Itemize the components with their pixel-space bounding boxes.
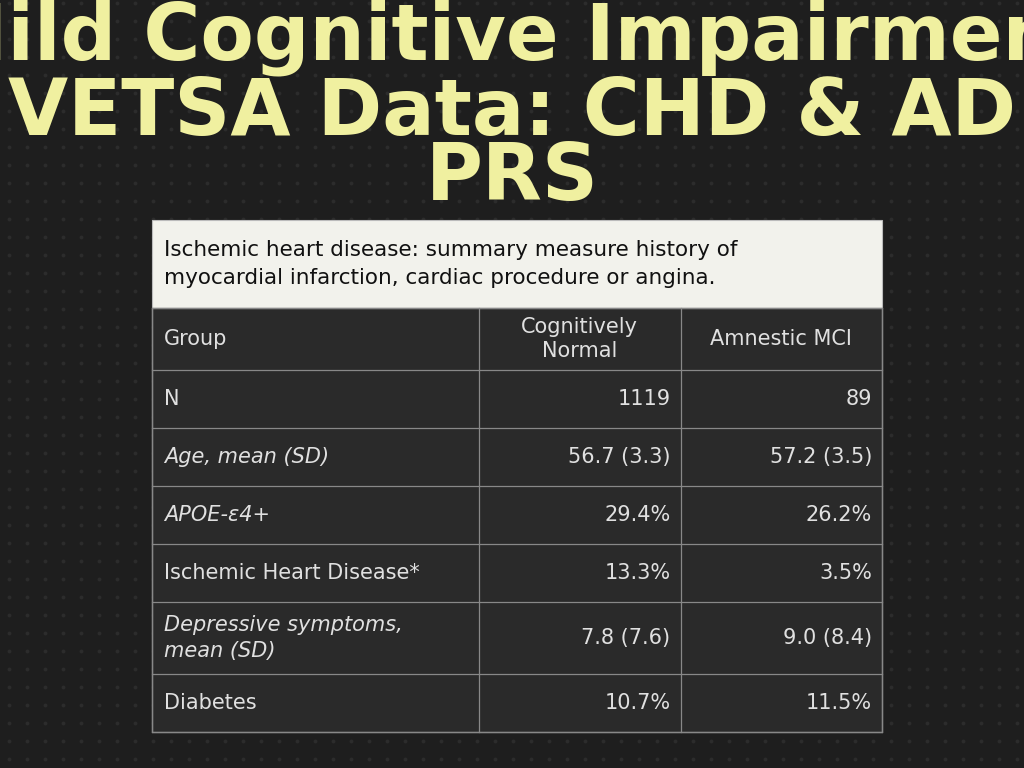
- Text: 26.2%: 26.2%: [806, 505, 872, 525]
- Text: Cognitively
Normal: Cognitively Normal: [521, 316, 638, 362]
- Text: Amnestic MCI: Amnestic MCI: [711, 329, 852, 349]
- Text: 1119: 1119: [617, 389, 671, 409]
- Text: Ischemic Heart Disease*: Ischemic Heart Disease*: [164, 563, 420, 583]
- FancyBboxPatch shape: [152, 308, 882, 732]
- Text: 10.7%: 10.7%: [604, 693, 671, 713]
- Text: 57.2 (3.5): 57.2 (3.5): [770, 447, 872, 467]
- Text: 89: 89: [846, 389, 872, 409]
- Text: 9.0 (8.4): 9.0 (8.4): [783, 628, 872, 648]
- Text: 29.4%: 29.4%: [604, 505, 671, 525]
- Text: Group: Group: [164, 329, 227, 349]
- Text: APOE-ε4+: APOE-ε4+: [164, 505, 270, 525]
- Text: Age, mean (SD): Age, mean (SD): [164, 447, 329, 467]
- Text: 11.5%: 11.5%: [806, 693, 872, 713]
- Text: Mild Cognitive Impairment: Mild Cognitive Impairment: [0, 0, 1024, 76]
- Text: VETSA Data: CHD & AD: VETSA Data: CHD & AD: [8, 75, 1016, 151]
- Text: PRS: PRS: [426, 140, 598, 216]
- Text: 7.8 (7.6): 7.8 (7.6): [582, 628, 671, 648]
- Text: Diabetes: Diabetes: [164, 693, 257, 713]
- Text: N: N: [164, 389, 179, 409]
- Text: 56.7 (3.3): 56.7 (3.3): [568, 447, 671, 467]
- FancyBboxPatch shape: [152, 220, 882, 308]
- Text: Depressive symptoms,
mean (SD): Depressive symptoms, mean (SD): [164, 615, 402, 660]
- Text: 3.5%: 3.5%: [819, 563, 872, 583]
- Text: Ischemic heart disease: summary measure history of
myocardial infarction, cardia: Ischemic heart disease: summary measure …: [164, 240, 737, 289]
- Text: 13.3%: 13.3%: [604, 563, 671, 583]
